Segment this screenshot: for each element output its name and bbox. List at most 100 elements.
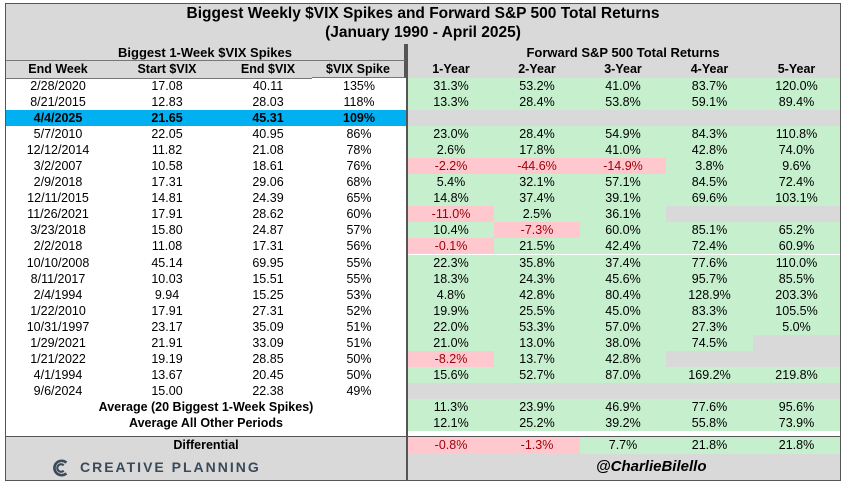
end-week-cell: 1/29/2021 (30, 335, 86, 350)
return-cell-3-year: 57.0% (580, 318, 666, 335)
average-cell-1-year: 12.1% (408, 415, 494, 431)
return-cell-5-year: 74.0% (753, 142, 840, 159)
vix-spike-cell: 52% (346, 303, 372, 318)
return-cell-2-year: 21.5% (494, 238, 580, 255)
vix-spike-cell: 50% (346, 367, 372, 382)
return-cell-4-year: 69.6% (666, 190, 753, 207)
average-cell-3-year: 39.2% (580, 415, 666, 431)
return-cell-3-year: 57.1% (580, 174, 666, 191)
end-week-cell: 2/28/2020 (30, 79, 86, 93)
start-vix-cell: 10.03 (151, 271, 183, 286)
return-cell-5-year: 72.4% (753, 174, 840, 191)
return-cell-3-year: 38.0% (580, 334, 666, 351)
end-vix-cell: 35.09 (252, 319, 284, 334)
return-cell-5-year: 105.5% (753, 302, 840, 319)
col-header-2-year: 2-Year (494, 61, 580, 79)
end-vix-cell: 15.25 (252, 287, 284, 302)
return-cell-4-year: 59.1% (666, 94, 753, 111)
return-cell-4-year (666, 206, 753, 223)
return-cell-5-year (753, 110, 840, 127)
return-cell-3-year: 87.0% (580, 366, 666, 383)
return-cell-2-year: 25.5% (494, 302, 580, 319)
col-header-end-vix: End $VIX (224, 61, 312, 79)
start-vix-cell: 19.19 (151, 351, 183, 366)
vix-spike-cell: 65% (346, 191, 372, 206)
average-cell-4-year: 77.6% (666, 399, 753, 415)
title: Biggest Weekly $VIX Spikes and Forward S… (186, 5, 660, 22)
table-row: 8/11/2017 10.03 15.51 55% 18.3% 24.3% 45.6% 95.… (6, 270, 840, 287)
differential-cell-3-year: 7.7% (580, 437, 666, 454)
creative-planning-logo-icon (53, 459, 68, 477)
return-cell-3-year: 45.0% (580, 302, 666, 319)
return-cell-4-year: 169.2% (666, 366, 753, 383)
return-cell-4-year (666, 350, 753, 367)
average-cell-4-year: 55.8% (666, 415, 753, 431)
col-header-5-year: 5-Year (753, 61, 840, 79)
end-vix-cell: 40.95 (252, 127, 284, 142)
table-row: 9/6/2024 15.00 22.38 49% (6, 382, 840, 399)
average-cell-1-year: 11.3% (408, 399, 494, 415)
return-cell-5-year: 203.3% (753, 286, 840, 303)
start-vix-cell: 15.00 (151, 383, 183, 398)
return-cell-5-year: 60.9% (753, 238, 840, 255)
end-vix-cell: 40.11 (252, 79, 284, 93)
vix-spike-cell: 76% (346, 159, 372, 174)
return-cell-1-year (408, 110, 494, 127)
vix-spike-cell: 55% (346, 255, 372, 270)
end-week-cell: 10/31/1997 (26, 319, 90, 334)
return-cell-3-year: 36.1% (580, 206, 666, 223)
vix-spike-cell: 55% (346, 271, 372, 286)
average-cell-5-year: 95.6% (753, 399, 840, 415)
return-cell-1-year: 2.6% (408, 142, 494, 159)
end-vix-cell: 27.31 (252, 303, 284, 318)
table-row: 3/23/2018 15.80 24.87 57% 10.4% -7.3% 60.0% 85.… (6, 222, 840, 239)
start-vix-cell: 14.81 (151, 191, 183, 206)
return-cell-3-year: 80.4% (580, 286, 666, 303)
vix-spike-cell: 51% (346, 319, 372, 334)
vix-spike-cell: 109% (343, 111, 375, 126)
end-week-cell: 5/7/2010 (33, 127, 83, 142)
return-cell-4-year: 95.7% (666, 270, 753, 287)
return-cell-2-year: 53.2% (494, 78, 580, 94)
return-cell-2-year: 13.7% (494, 350, 580, 367)
return-cell-1-year: -2.2% (408, 158, 494, 175)
return-cell-2-year: -44.6% (494, 158, 580, 175)
return-cell-1-year: 13.3% (408, 94, 494, 111)
author-handle: @CharlieBilello (596, 458, 707, 475)
table-row: 5/7/2010 22.05 40.95 86% 23.0% 28.4% 54.9% 84.3… (6, 126, 840, 143)
return-cell-1-year (408, 382, 494, 399)
return-cell-1-year: -11.0% (408, 206, 494, 223)
table-row: 2/4/1994 9.94 15.25 53% 4.8% 42.8% 80.4% 128.9%… (6, 286, 840, 303)
start-vix-cell: 13.67 (151, 367, 183, 382)
subtitle-date-range: (January 1990 - April 2025) (325, 24, 521, 41)
return-cell-1-year: 15.6% (408, 366, 494, 383)
return-cell-4-year: 128.9% (666, 286, 753, 303)
start-vix-cell: 45.14 (151, 255, 183, 270)
section-header-vix-spikes: Biggest 1-Week $VIX Spikes (6, 44, 406, 61)
return-cell-1-year: 22.3% (408, 254, 494, 271)
return-cell-3-year: -14.9% (580, 158, 666, 175)
table-row: 12/11/2015 14.81 24.39 65% 14.8% 37.4% 39.1% 69… (6, 190, 840, 207)
return-cell-5-year: 110.0% (753, 254, 840, 271)
end-week-cell: 11/26/2021 (27, 207, 89, 222)
end-week-cell: 1/22/2010 (30, 303, 86, 318)
differential-cell-4-year: 21.8% (666, 437, 753, 454)
average-cell-3-year: 46.9% (580, 399, 666, 415)
return-cell-3-year: 60.0% (580, 222, 666, 239)
footer-divider (406, 454, 408, 480)
return-cell-4-year: 85.1% (666, 222, 753, 239)
table-row: 4/1/1994 13.67 20.45 50% 15.6% 52.7% 87.0% 169.… (6, 366, 840, 383)
return-cell-3-year: 53.8% (580, 94, 666, 111)
end-week-cell: 4/4/2025 (33, 111, 83, 126)
table-row: 2/9/2018 17.31 29.06 68% 5.4% 32.1% 57.1% 84.5%… (6, 174, 840, 191)
start-vix-cell: 17.31 (151, 175, 183, 190)
end-week-cell: 8/11/2017 (30, 271, 86, 286)
table-row: 1/21/2022 19.19 28.85 50% -8.2% 13.7% 42.8% (6, 350, 840, 367)
end-vix-cell: 45.31 (252, 111, 284, 126)
return-cell-4-year: 72.4% (666, 238, 753, 255)
average-label: Average All Other Periods (129, 416, 283, 430)
end-week-cell: 10/10/2008 (26, 255, 90, 270)
col-header-vix-spike: $VIX Spike (312, 61, 406, 78)
table-row: 8/21/2015 12.83 28.03 118% 13.3% 28.4% 53.8% 59… (6, 94, 840, 111)
end-vix-cell: 20.45 (252, 367, 284, 382)
